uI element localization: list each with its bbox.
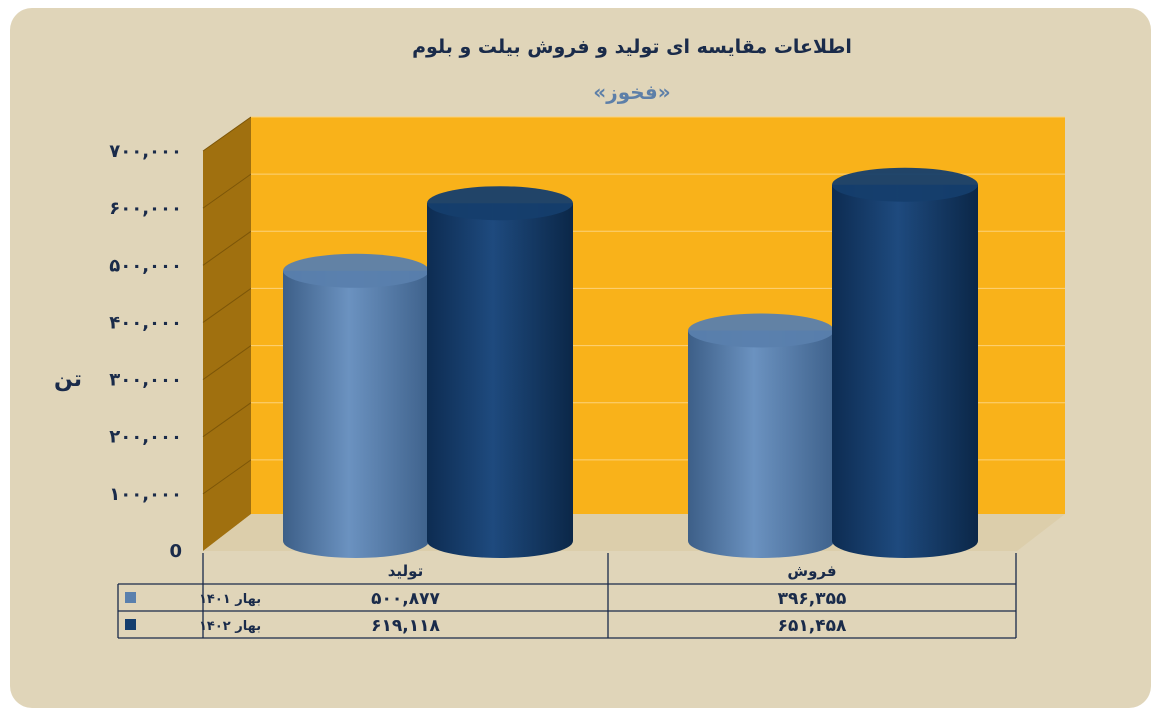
- data-label: ۶۱۹,۱۱۸: [371, 616, 440, 636]
- bars: [283, 167, 978, 558]
- chart-title: اطلاعات مقایسه ای تولید و فروش بیلت و بل…: [412, 36, 852, 58]
- category-label: تولید: [388, 562, 423, 580]
- bar-0-1: [688, 313, 834, 558]
- gridline-side: [202, 230, 252, 266]
- y-tick-label: ۲۰۰,۰۰۰: [109, 427, 182, 448]
- y-axis-ticks: 0 ۱۰۰,۰۰۰ ۲۰۰,۰۰۰ ۳۰۰,۰۰۰ ۴۰۰,۰۰۰ ۵۰۰,۰۰۰ ۶۰۰,…: [109, 141, 182, 562]
- bar-top: [688, 313, 834, 348]
- plot-side-wall: [203, 117, 251, 551]
- legend-swatch: [125, 592, 136, 603]
- y-tick-label: ۴۰۰,۰۰۰: [109, 312, 182, 333]
- y-tick-label: ۷۰۰,۰۰۰: [109, 141, 182, 162]
- gridline-side: [202, 173, 252, 209]
- legend-swatch: [125, 619, 136, 630]
- y-axis-label: تن: [54, 367, 82, 392]
- bar-body: [427, 203, 573, 558]
- y-tick-label: ۶۰۰,۰۰۰: [109, 198, 182, 219]
- gridline-side: [202, 459, 252, 495]
- bar-body: [688, 330, 834, 558]
- chart-subtitle: «فخوز»: [593, 80, 670, 104]
- bar-1-0: [427, 186, 573, 558]
- data-table: تولید فروش بهار ۱۴۰۱ ۵۰۰,۸۷۷ ۳۹۶,۳۵۵ بهار ۱۴۰…: [117, 553, 1017, 639]
- gridline-side: [202, 345, 252, 380]
- y-tick-label: ۱۰۰,۰۰۰: [109, 484, 182, 505]
- bar-top: [283, 253, 429, 288]
- bar-top: [832, 167, 978, 202]
- gridline-side: [202, 116, 252, 152]
- bar-body: [283, 270, 429, 558]
- bar-1-1: [832, 167, 978, 558]
- y-tick-label: 0: [169, 541, 182, 562]
- data-label: ۵۰۰,۸۷۷: [371, 589, 440, 609]
- data-label: ۳۹۶,۳۵۵: [778, 589, 847, 609]
- y-tick-label: ۵۰۰,۰۰۰: [109, 255, 182, 276]
- bar-top: [427, 186, 573, 221]
- category-label: فروش: [787, 562, 836, 580]
- bar-0-0: [283, 253, 429, 558]
- bar-body: [832, 184, 978, 558]
- data-label: ۶۵۱,۴۵۸: [778, 616, 847, 636]
- legend-label: بهار ۱۴۰۲: [199, 619, 261, 634]
- y-tick-label: ۳۰۰,۰۰۰: [109, 370, 182, 391]
- chart-card: اطلاعات مقایسه ای تولید و فروش بیلت و بل…: [10, 8, 1151, 708]
- chart-svg: اطلاعات مقایسه ای تولید و فروش بیلت و بل…: [10, 8, 1151, 708]
- legend-label: بهار ۱۴۰۱: [199, 592, 261, 607]
- gridline-side: [202, 402, 252, 438]
- gridline-side: [202, 288, 252, 323]
